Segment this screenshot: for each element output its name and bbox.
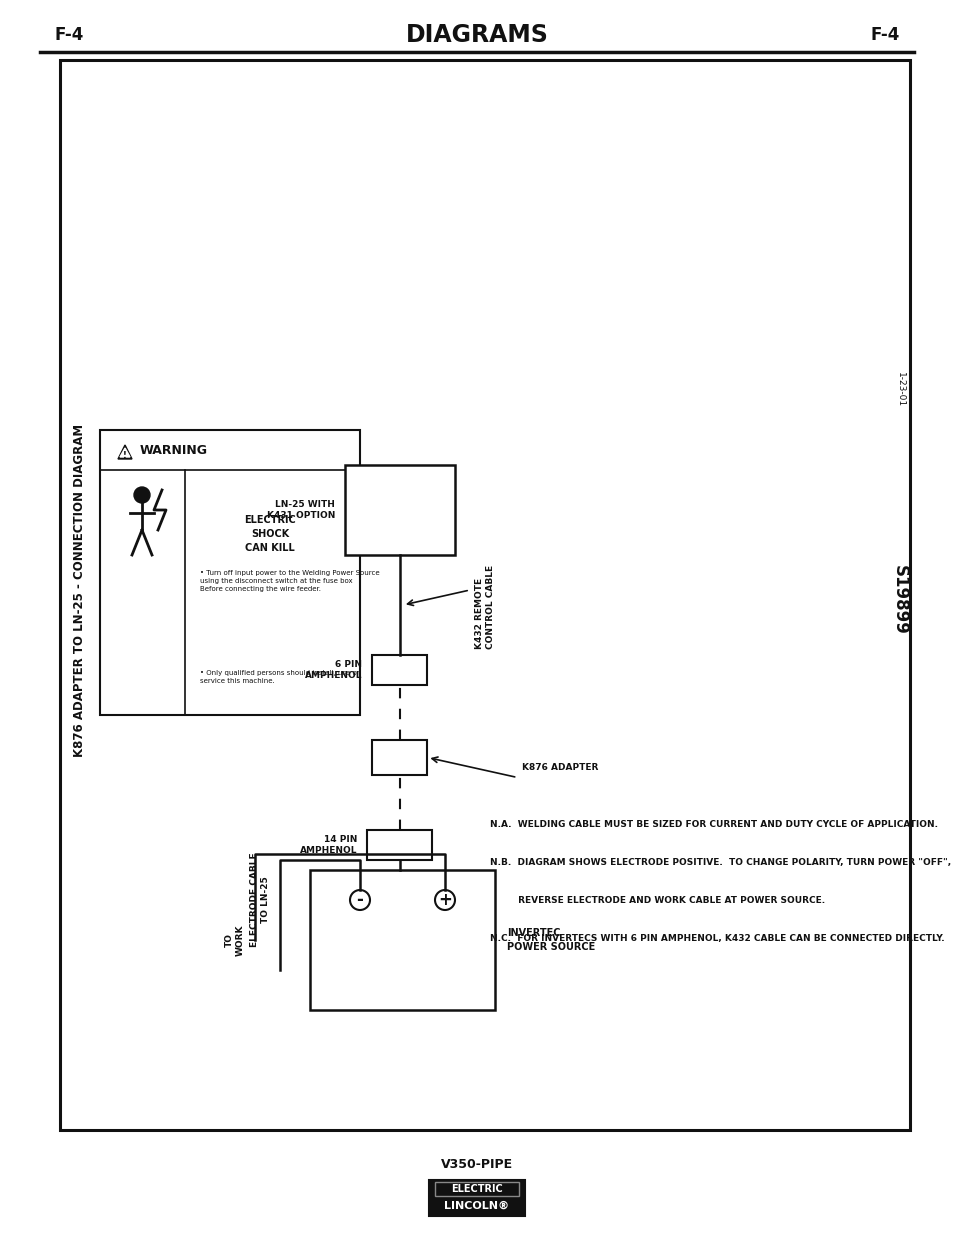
Polygon shape	[118, 445, 132, 459]
Bar	[345, 466, 455, 555]
Polygon shape	[120, 448, 130, 457]
Bar	[100, 430, 359, 715]
Text: • Only qualified persons should install, use or
service this machine.: • Only qualified persons should install,…	[200, 671, 359, 684]
Bar	[372, 655, 427, 685]
Text: LINCOLN®: LINCOLN®	[444, 1200, 509, 1212]
Text: LN-25 WITH
K431 OPTION: LN-25 WITH K431 OPTION	[266, 500, 335, 520]
Text: ELECTRIC
SHOCK
CAN KILL: ELECTRIC SHOCK CAN KILL	[244, 515, 295, 553]
Text: K876 ADAPTER TO LN-25 - CONNECTION DIAGRAM: K876 ADAPTER TO LN-25 - CONNECTION DIAGR…	[73, 424, 87, 757]
Bar	[372, 740, 427, 776]
Text: DIAGRAMS: DIAGRAMS	[405, 23, 548, 47]
Text: 1-23-01: 1-23-01	[895, 373, 903, 408]
Text: K876 ADAPTER: K876 ADAPTER	[522, 763, 598, 772]
Text: N.B.  DIAGRAM SHOWS ELECTRODE POSITIVE.  TO CHANGE POLARITY, TURN POWER "OFF",: N.B. DIAGRAM SHOWS ELECTRODE POSITIVE. T…	[490, 858, 950, 867]
Text: INVERTEC
POWER SOURCE: INVERTEC POWER SOURCE	[506, 927, 595, 952]
Text: ELECTRIC: ELECTRIC	[451, 1184, 502, 1194]
Text: REVERSE ELECTRODE AND WORK CABLE AT POWER SOURCE.: REVERSE ELECTRODE AND WORK CABLE AT POWE…	[490, 897, 824, 905]
Text: 6 PIN
AMPHENOL: 6 PIN AMPHENOL	[305, 659, 362, 680]
Text: +: +	[437, 890, 452, 909]
Text: F-4: F-4	[870, 26, 899, 44]
Text: !: !	[123, 451, 127, 459]
Bar	[435, 1182, 518, 1195]
Bar	[367, 830, 432, 860]
Text: ELECTRODE CABLE
TO LN-25: ELECTRODE CABLE TO LN-25	[250, 852, 270, 947]
Text: S19899: S19899	[890, 566, 908, 635]
Text: V350-PIPE: V350-PIPE	[440, 1158, 513, 1172]
Text: N.A.  WELDING CABLE MUST BE SIZED FOR CURRENT AND DUTY CYCLE OF APPLICATION.: N.A. WELDING CABLE MUST BE SIZED FOR CUR…	[490, 820, 937, 829]
Bar	[310, 869, 495, 1010]
Text: 14 PIN
AMPHENOL: 14 PIN AMPHENOL	[299, 835, 357, 855]
Text: N.C.  FOR INVERTECS WITH 6 PIN AMPHENOL, K432 CABLE CAN BE CONNECTED DIRECTLY.: N.C. FOR INVERTECS WITH 6 PIN AMPHENOL, …	[490, 934, 943, 944]
Text: • Turn off input power to the Welding Power Source
using the disconnect switch a: • Turn off input power to the Welding Po…	[200, 571, 379, 592]
Text: K432 REMOTE
CONTROL CABLE: K432 REMOTE CONTROL CABLE	[475, 564, 495, 650]
Bar	[429, 1179, 524, 1216]
Text: TO
WORK: TO WORK	[225, 924, 245, 956]
Text: WARNING: WARNING	[140, 443, 208, 457]
Bar	[60, 61, 909, 1130]
Text: F-4: F-4	[55, 26, 84, 44]
Circle shape	[133, 487, 150, 503]
Text: -: -	[356, 890, 363, 909]
